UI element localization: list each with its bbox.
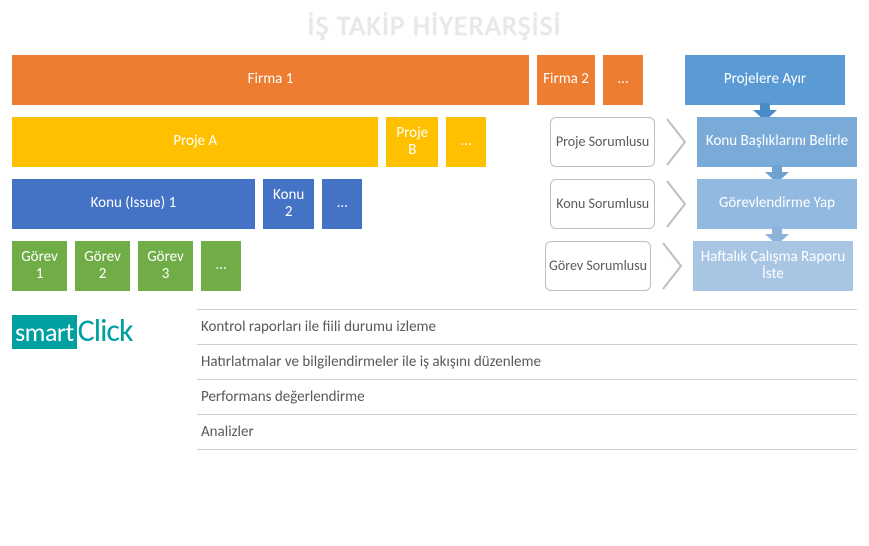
gorev-sorumlusu: Görev Sorumlusu	[545, 241, 651, 291]
konu-sorumlusu: Konu Sorumlusu	[550, 179, 655, 229]
bullet-item: Performans değerlendirme	[197, 380, 857, 415]
step-3: Görevlendirme Yap	[697, 179, 857, 229]
step-4: Haftalık Çalışma Raporu İste	[693, 241, 853, 291]
bullet-list: Kontrol raporları ile fiili durumu izlem…	[197, 309, 857, 450]
row-gorev: Görev 1 Görev 2 Görev 3 … Görev Sorumlus…	[12, 241, 857, 291]
step-1: Projelere Ayır	[685, 55, 845, 105]
hierarchy-diagram: Firma 1 Firma 2 … Projelere Ayır Proje A…	[0, 55, 869, 291]
page-title: İŞ TAKİP HİYERARŞİSİ	[0, 0, 869, 55]
firma-main: Firma 1	[12, 55, 529, 105]
proje-sorumlusu: Proje Sorumlusu	[550, 117, 655, 167]
chevron-right-icon	[663, 179, 689, 229]
row-konu: Konu (Issue) 1 Konu 2 … Konu Sorumlusu G…	[12, 179, 857, 229]
konu-ellipsis: …	[322, 179, 362, 229]
firma-ellipsis: …	[603, 55, 643, 105]
logo: smart Click	[12, 309, 197, 450]
footer: smart Click Kontrol raporları ile fiili …	[0, 309, 869, 450]
proje-ellipsis: …	[446, 117, 486, 167]
gorev-ellipsis: …	[201, 241, 241, 291]
chevron-right-icon	[663, 117, 689, 167]
proje-main: Proje A	[12, 117, 378, 167]
gorev-3: Görev 3	[138, 241, 193, 291]
chevron-right-icon	[659, 241, 685, 291]
bullet-item: Hatırlatmalar ve bilgilendirmeler ile iş…	[197, 345, 857, 380]
firma-second: Firma 2	[537, 55, 595, 105]
row-firma: Firma 1 Firma 2 … Projelere Ayır	[12, 55, 857, 105]
konu-second: Konu 2	[263, 179, 315, 229]
gorev-2: Görev 2	[75, 241, 130, 291]
row-proje: Proje A Proje B … Proje Sorumlusu Konu B…	[12, 117, 857, 167]
bullet-item: Kontrol raporları ile fiili durumu izlem…	[197, 310, 857, 345]
step-2: Konu Başlıklarını Belirle	[697, 117, 857, 167]
logo-part1: smart	[12, 315, 77, 349]
bullet-item: Analizler	[197, 415, 857, 450]
konu-main: Konu (Issue) 1	[12, 179, 255, 229]
proje-second: Proje B	[386, 117, 438, 167]
logo-part2: Click	[78, 311, 133, 350]
gorev-1: Görev 1	[12, 241, 67, 291]
